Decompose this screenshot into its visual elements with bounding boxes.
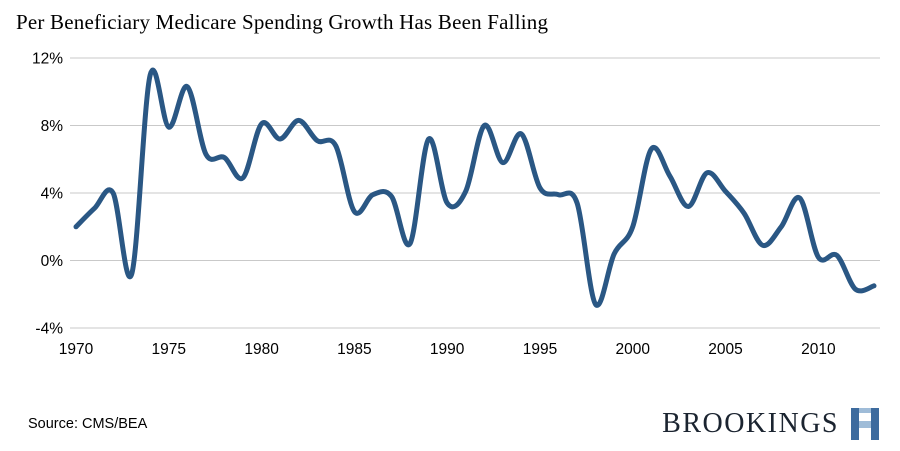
x-tick-label: 2005 [708,341,742,358]
source-note: Source: CMS/BEA [28,416,148,432]
y-tick-label: 4% [41,186,64,203]
line-chart: -4% 0% 4% 8% 12% 1970 1975 1980 1985 1990 1995 2000… [0,40,900,369]
footer: Source: CMS/BEA BROOKINGS [0,407,900,441]
brookings-logo-text: BROOKINGS [662,408,839,439]
y-tick-label: 8% [41,118,64,135]
x-tick-label: 2000 [616,341,651,358]
x-tick-label: 1975 [152,341,186,358]
y-tick-label: -4% [35,321,63,338]
brookings-logo: BROOKINGS [662,407,882,441]
x-tick-label: 1985 [337,341,371,358]
y-tick-label: 12% [32,51,63,68]
x-tick-label: 1970 [59,341,94,358]
plot-svg: -4% 0% 4% 8% 12% 1970 1975 1980 1985 1990 1995 2000… [32,51,880,358]
x-tick-label: 2010 [801,341,836,358]
brookings-mark-icon [851,408,879,440]
chart-title: Per Beneficiary Medicare Spending Growth… [16,10,549,34]
x-tick-label: 1995 [523,341,557,358]
x-tick-label: 1980 [244,341,279,358]
spending-growth-line [73,67,877,308]
y-tick-label: 0% [41,253,64,270]
x-tick-label: 1990 [430,341,465,358]
